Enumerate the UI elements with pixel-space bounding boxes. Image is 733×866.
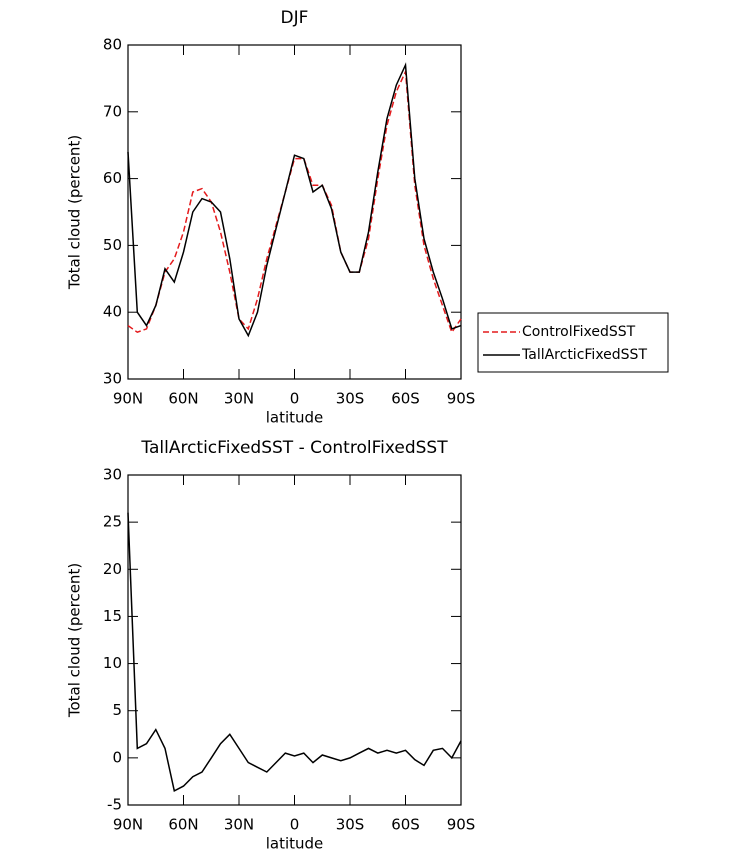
x-tick-label: 30S bbox=[336, 390, 365, 408]
data-line bbox=[127, 62, 462, 338]
y-tick-label: 15 bbox=[103, 607, 122, 625]
y-tick-label: -5 bbox=[107, 796, 122, 814]
x-axis-label: latitude bbox=[266, 409, 324, 427]
chart-title: DJF bbox=[281, 8, 309, 28]
y-axis-label: Total cloud (percent) bbox=[66, 563, 84, 718]
x-tick-label: 30S bbox=[336, 816, 365, 834]
x-tick-label: 60N bbox=[168, 390, 198, 408]
y-tick-label: 80 bbox=[103, 36, 122, 54]
data-line bbox=[127, 512, 462, 793]
chart-title: TallArcticFixedSST - ControlFixedSST bbox=[140, 438, 448, 458]
x-tick-label: 30N bbox=[224, 390, 254, 408]
x-tick-label: 60S bbox=[391, 816, 420, 834]
x-axis-label: latitude bbox=[266, 835, 324, 853]
plot-frame bbox=[127, 44, 462, 380]
y-tick-label: 40 bbox=[103, 303, 122, 321]
y-tick-label: 0 bbox=[112, 748, 122, 766]
legend-label: TallArcticFixedSST bbox=[521, 347, 647, 363]
y-tick-label: 30 bbox=[103, 466, 122, 484]
y-tick-label: 10 bbox=[103, 654, 122, 672]
data-line bbox=[127, 68, 462, 334]
y-tick-label: 60 bbox=[103, 169, 122, 187]
x-tick-label: 90S bbox=[447, 390, 476, 408]
y-tick-label: 5 bbox=[112, 701, 122, 719]
x-tick-label: 90N bbox=[113, 390, 143, 408]
legend-box bbox=[477, 312, 669, 373]
y-tick-label: 20 bbox=[103, 560, 122, 578]
legend-label: ControlFixedSST bbox=[522, 324, 636, 340]
y-tick-label: 50 bbox=[103, 236, 122, 254]
y-tick-label: 25 bbox=[103, 513, 122, 531]
x-tick-label: 60N bbox=[168, 816, 198, 834]
x-tick-label: 0 bbox=[290, 816, 300, 834]
y-tick-label: 30 bbox=[103, 370, 122, 388]
x-tick-label: 0 bbox=[290, 390, 300, 408]
y-axis-label: Total cloud (percent) bbox=[66, 135, 84, 290]
x-tick-label: 60S bbox=[391, 390, 420, 408]
x-tick-label: 90N bbox=[113, 816, 143, 834]
y-tick-label: 70 bbox=[103, 102, 122, 120]
x-tick-label: 90S bbox=[447, 816, 476, 834]
x-tick-label: 30N bbox=[224, 816, 254, 834]
